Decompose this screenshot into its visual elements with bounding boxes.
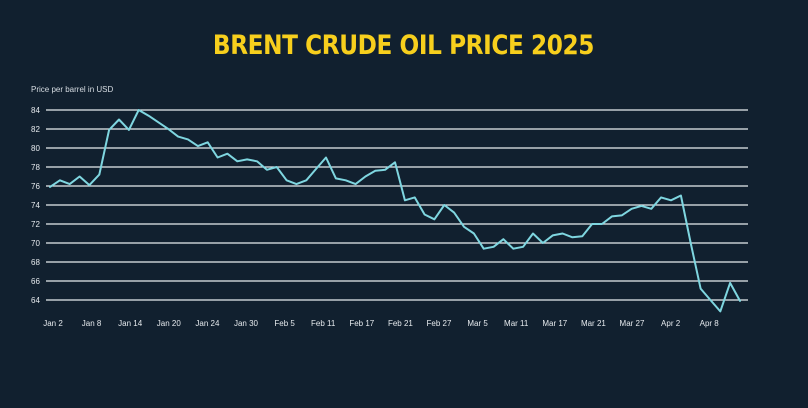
x-tick-label-9: Feb 21 (388, 319, 413, 328)
x-tick-label-0: Jan 2 (43, 319, 63, 328)
x-tick-label-6: Feb 5 (274, 319, 295, 328)
y-tick-label-70: 70 (31, 239, 40, 248)
x-tick-label-10: Feb 27 (427, 319, 452, 328)
y-tick-label-76: 76 (31, 182, 40, 191)
x-tick-label-14: Mar 21 (581, 319, 606, 328)
x-tick-label-4: Jan 24 (195, 319, 220, 328)
chart-title: BRENT CRUDE OIL PRICE 2025 (212, 30, 594, 61)
y-tick-label-78: 78 (31, 163, 40, 172)
price-series-line (49, 109, 741, 313)
y-tick-label-74: 74 (31, 201, 40, 210)
y-tick-label-66: 66 (31, 277, 40, 286)
x-tick-label-2: Jan 14 (118, 319, 143, 328)
x-tick-label-13: Mar 17 (542, 319, 567, 328)
y-tick-label-64: 64 (31, 296, 40, 305)
x-tick-label-1: Jan 8 (82, 319, 102, 328)
y-tick-label-80: 80 (31, 144, 40, 153)
y-tick-label-68: 68 (31, 258, 40, 267)
y-tick-label-72: 72 (31, 220, 40, 229)
x-tick-label-15: Mar 27 (620, 319, 645, 328)
x-tick-label-16: Apr 2 (661, 319, 681, 328)
y-axis-label: Price per barrel in USD (31, 85, 114, 94)
x-tick-label-7: Feb 11 (311, 319, 336, 328)
y-tick-label-82: 82 (31, 125, 40, 134)
x-tick-label-3: Jan 20 (157, 319, 182, 328)
x-tick-label-17: Apr 8 (700, 319, 720, 328)
x-tick-label-8: Feb 17 (349, 319, 374, 328)
x-tick-label-12: Mar 11 (504, 319, 529, 328)
y-tick-label-84: 84 (31, 106, 40, 115)
x-tick-label-11: Mar 5 (467, 319, 488, 328)
x-tick-label-5: Jan 30 (234, 319, 259, 328)
